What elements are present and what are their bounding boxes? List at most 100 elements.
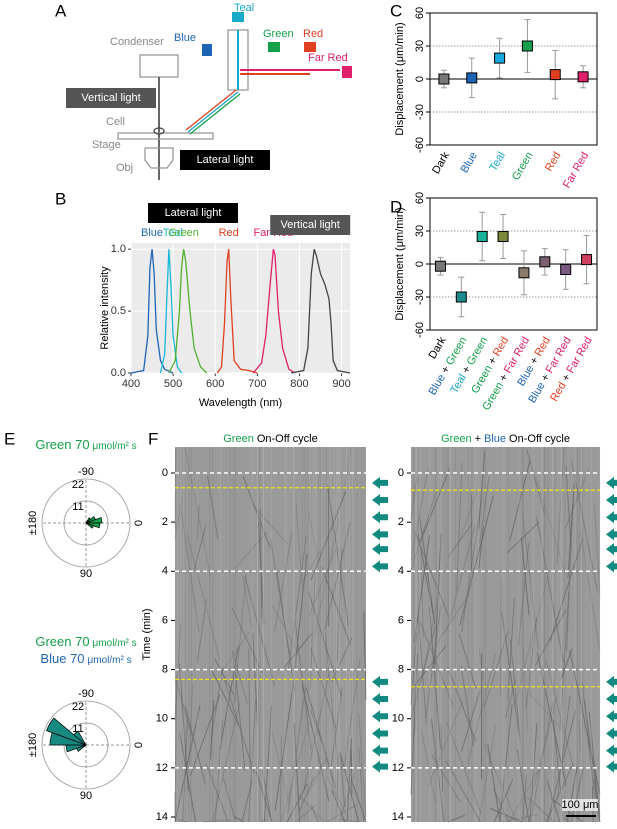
kymo-streak <box>430 718 445 823</box>
title-part: Blue 70 <box>40 651 84 666</box>
kymo-streak <box>186 533 221 661</box>
kymo-streak <box>588 712 601 823</box>
kymo-streak <box>343 447 352 494</box>
kymo-streak <box>177 819 188 823</box>
kymo-streak <box>182 719 188 823</box>
kymo-streak <box>478 451 486 530</box>
annotation: Lateral light <box>165 207 222 219</box>
title-part: Green 70 <box>35 437 89 452</box>
category-part: Teal <box>487 150 507 173</box>
kymo-streak <box>447 814 465 823</box>
theta-tick-label: 0 <box>133 742 145 748</box>
kymo-streak <box>564 468 590 529</box>
y-tick-label: 2 <box>398 516 404 528</box>
kymo-streak <box>324 521 351 630</box>
marker <box>466 72 478 84</box>
y-tick-label: 30 <box>414 225 426 237</box>
panel-label: B <box>55 189 66 208</box>
kymo-streak <box>447 666 477 743</box>
rose-wedge <box>46 717 87 746</box>
separator: + <box>497 372 511 384</box>
kymo-streak <box>233 572 247 704</box>
panel-label: C <box>390 1 402 20</box>
kymo-streak <box>327 485 350 626</box>
y-tick-label: 0 <box>414 76 426 82</box>
kymo-streak <box>505 679 517 718</box>
far-red-source <box>342 66 352 78</box>
kymo-streak <box>478 648 484 681</box>
kymo-streak <box>413 535 431 643</box>
kymo-streak <box>260 819 267 823</box>
kymo-streak <box>536 652 567 786</box>
kymo-streak <box>346 738 352 823</box>
lateral-beam <box>189 93 241 135</box>
label: Cell <box>106 116 125 128</box>
kymo-streak <box>489 807 523 823</box>
title: Green On-Off cycle <box>223 433 318 445</box>
kymo-streak <box>326 804 357 823</box>
label: Green <box>263 28 294 40</box>
cell <box>153 127 165 135</box>
kymo-streak <box>306 688 336 788</box>
kymo-streak <box>308 549 336 617</box>
kymo-texture <box>174 447 367 823</box>
kymo-streak <box>535 477 567 576</box>
kymograph-bg <box>411 447 600 822</box>
kymo-streak <box>174 678 193 737</box>
x-tick-label: Blue <box>458 150 479 175</box>
stimulus-arrow <box>606 476 617 489</box>
stimulus-arrow <box>606 744 617 757</box>
y-tick-label: 8 <box>398 663 404 675</box>
kymo-streak <box>499 703 513 823</box>
stimulus-arrow <box>606 511 617 524</box>
kymo-streak <box>410 626 436 718</box>
separator: + <box>560 372 574 384</box>
kymo-streak <box>460 665 474 747</box>
kymo-streak <box>459 495 494 626</box>
kymo-streak <box>259 509 263 619</box>
marker <box>455 291 467 303</box>
rose-wedge <box>85 517 103 524</box>
kymo-streak <box>231 607 263 674</box>
kymo-streak <box>261 770 273 823</box>
kymo-streak <box>214 658 235 696</box>
kymo-streak <box>593 504 601 597</box>
kymo-streak <box>184 705 206 785</box>
kymo-streak <box>513 574 549 708</box>
kymo-streak <box>294 622 312 750</box>
label-box <box>148 203 238 223</box>
marker <box>521 40 533 52</box>
theta-tick-label: 90 <box>80 790 92 802</box>
kymo-streak <box>231 649 249 705</box>
kymo-streak <box>241 779 253 823</box>
kymo-streak <box>536 516 565 664</box>
stimulus-arrow <box>372 560 388 573</box>
stimulus-arrow <box>606 543 617 556</box>
theta-tick-label: ±180 <box>27 733 39 757</box>
stimulus-arrow <box>372 494 388 507</box>
kymo-streak <box>410 653 418 796</box>
kymo-streak <box>287 536 307 673</box>
title: Green 70 μmol/m² s <box>35 437 136 452</box>
blue-source <box>202 44 212 56</box>
kymo-streak <box>583 700 601 817</box>
category-part: Teal <box>448 372 468 395</box>
kymo-streak <box>297 775 315 814</box>
kymo-streak <box>276 570 296 691</box>
kymo-streak <box>410 632 418 706</box>
kymo-streak <box>223 677 255 774</box>
theta-tick-label: ±180 <box>27 511 39 535</box>
kymo-streak <box>247 699 257 823</box>
kymo-streak <box>363 611 367 700</box>
kymo-streak <box>205 763 229 823</box>
category-part: Blue <box>427 372 448 397</box>
x-tick-label: Red <box>543 150 563 173</box>
kymo-streak <box>188 684 193 764</box>
kymo-streak <box>566 504 574 652</box>
kymo-streak <box>193 525 207 570</box>
kymo-streak <box>212 702 241 823</box>
kymo-streak <box>546 780 561 823</box>
kymo-streak <box>242 476 271 549</box>
legend-label: Green <box>168 227 199 239</box>
kymo-streak <box>308 512 319 557</box>
